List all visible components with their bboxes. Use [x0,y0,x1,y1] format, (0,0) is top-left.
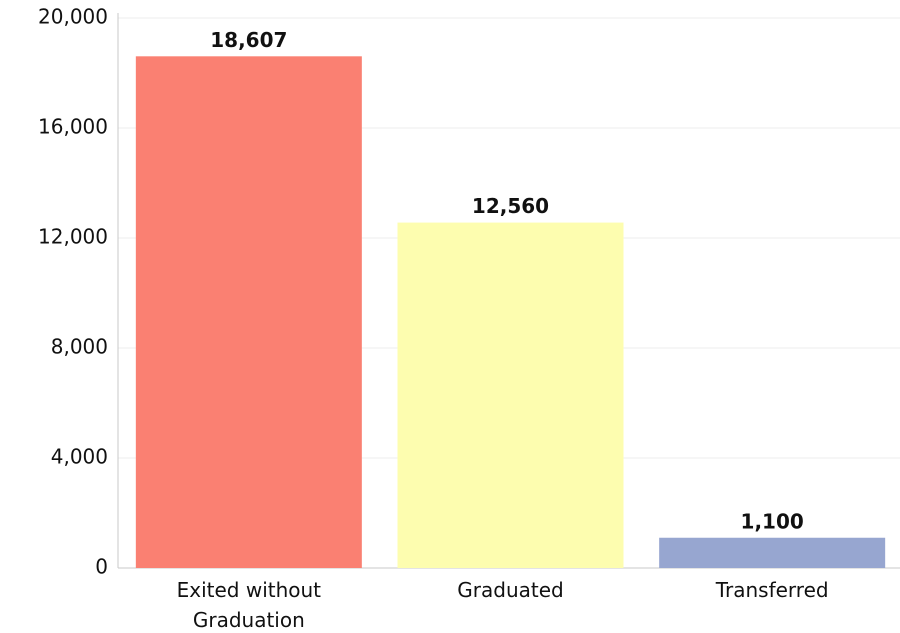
value-label: 1,100 [741,509,804,533]
x-tick-label: Transferred [715,578,829,602]
y-tick-label: 12,000 [38,225,108,249]
y-tick-label: 16,000 [38,115,108,139]
bar [397,222,624,568]
value-label: 18,607 [210,28,287,52]
bar [659,537,886,568]
y-tick-label: 8,000 [51,335,108,359]
x-tick-label: Graduated [457,578,564,602]
value-label: 12,560 [472,194,549,218]
bar [135,56,362,569]
y-tick-label: 0 [95,555,108,579]
y-tick-label: 4,000 [51,445,108,469]
y-tick-label: 20,000 [38,5,108,29]
x-tick-label: Exited without Graduation [176,578,322,632]
